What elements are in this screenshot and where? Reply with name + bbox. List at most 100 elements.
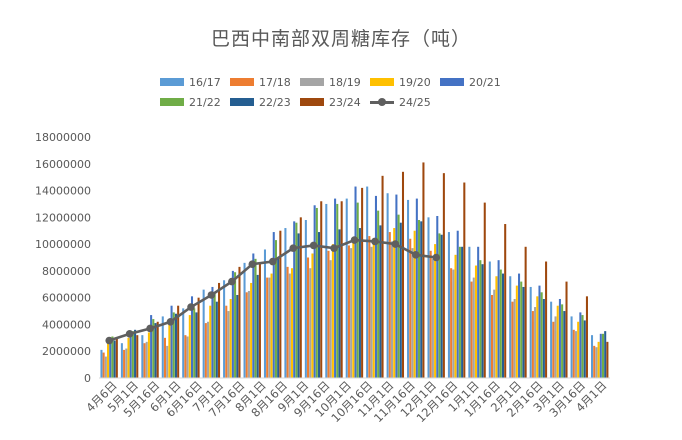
bar-22-23 — [379, 225, 382, 378]
bar-21-22 — [111, 336, 114, 378]
line-point-24-25 — [125, 330, 134, 338]
legend-swatch — [300, 98, 324, 106]
bar-23-24 — [115, 337, 118, 378]
legend-swatch — [440, 78, 464, 86]
bar-18-19 — [574, 331, 577, 378]
y-tick-label: 14000000 — [35, 185, 91, 198]
bar-23-24 — [545, 261, 548, 378]
bar-23-24 — [238, 266, 241, 378]
legend-label: 18/19 — [329, 75, 361, 89]
line-point-24-25 — [248, 260, 257, 268]
bar-19-20 — [290, 268, 294, 378]
legend-label: 21/22 — [189, 95, 221, 109]
bar-19-20 — [250, 282, 253, 378]
bar-21-22 — [520, 281, 523, 378]
line-point-24-25 — [432, 253, 441, 262]
bar-16-17 — [407, 199, 410, 378]
bar-23-24 — [463, 182, 466, 378]
legend-swatch — [230, 78, 254, 86]
line-point-24-25 — [146, 324, 154, 333]
bar-17-18 — [204, 323, 207, 378]
bar-16-17 — [304, 220, 307, 378]
bar-19-20 — [413, 230, 416, 378]
bar-23-24 — [156, 321, 159, 378]
legend-item-16-17: 16/17 — [160, 76, 230, 89]
bar-20-21 — [231, 270, 234, 378]
line-point-24-25 — [350, 236, 359, 244]
y-tick-label: 2000000 — [42, 345, 91, 358]
bar-17-18 — [266, 277, 269, 378]
bar-17-18 — [552, 321, 555, 378]
bar-23-24 — [299, 217, 302, 378]
bar-16-17 — [325, 203, 328, 378]
bar-20-21 — [497, 260, 500, 378]
bar-20-21 — [579, 312, 582, 378]
bar-18-19 — [431, 258, 434, 378]
y-tick-label: 4000000 — [42, 318, 91, 331]
bar-17-18 — [531, 311, 534, 378]
legend-label: 22/23 — [259, 95, 291, 109]
bar-19-20 — [270, 273, 273, 378]
bar-18-19 — [472, 277, 475, 378]
bar-21-22 — [458, 246, 461, 378]
bar-22-23 — [174, 313, 177, 378]
legend-label: 24/25 — [399, 95, 431, 109]
bar-18-19 — [493, 289, 496, 378]
bar-22-23 — [358, 228, 361, 378]
bar-16-17 — [141, 335, 144, 378]
bar-19-20 — [168, 324, 171, 378]
bar-21-22 — [438, 233, 441, 378]
bar-21-22 — [479, 260, 482, 378]
bar-21-22 — [356, 202, 359, 378]
bar-17-18 — [245, 292, 248, 378]
bar-19-20 — [536, 296, 539, 378]
bar-21-22 — [213, 293, 216, 378]
bar-16-17 — [509, 276, 512, 378]
bar-21-22 — [336, 203, 339, 378]
bar-22-23 — [277, 257, 280, 378]
bar-20-21 — [558, 299, 561, 378]
bar-20-21 — [415, 198, 418, 378]
bar-16-17 — [243, 262, 246, 378]
bar-18-19 — [329, 260, 332, 378]
bar-16-17 — [386, 193, 389, 378]
bar-22-23 — [420, 221, 423, 378]
bar-20-21 — [293, 221, 296, 378]
legend-item-22-23: 22/23 — [230, 96, 300, 109]
bar-19-20 — [127, 337, 130, 378]
bar-21-22 — [397, 214, 400, 378]
bar-22-23 — [583, 320, 586, 378]
line-point-24-25 — [412, 251, 420, 259]
bar-19-20 — [474, 265, 477, 378]
bar-17-18 — [368, 236, 371, 378]
bar-19-20 — [331, 244, 334, 378]
bar-19-20 — [577, 321, 580, 378]
bar-17-18 — [347, 245, 350, 378]
bar-21-22 — [234, 272, 237, 378]
bar-18-19 — [513, 299, 516, 378]
bar-18-19 — [104, 356, 107, 378]
bar-16-17 — [182, 308, 185, 378]
bar-23-24 — [422, 162, 425, 378]
bar-21-22 — [377, 210, 380, 378]
line-point-24-25 — [289, 244, 297, 252]
bar-16-17 — [488, 261, 491, 378]
legend-item-24-25: 24/25 — [370, 96, 440, 109]
bar-21-22 — [540, 292, 543, 378]
bar-18-19 — [554, 316, 557, 378]
y-tick-label: 10000000 — [35, 238, 91, 251]
bar-23-24 — [401, 171, 405, 378]
bar-16-17 — [345, 198, 348, 378]
y-tick-label: 18000000 — [35, 131, 91, 144]
legend-label: 23/24 — [329, 95, 361, 109]
legend-item-23-24: 23/24 — [300, 96, 370, 109]
bar-17-18 — [102, 352, 105, 378]
bar-18-19 — [186, 336, 189, 378]
chart-title: 巴西中南部双周糖库存（吨） — [210, 28, 471, 50]
bar-22-23 — [604, 331, 607, 378]
bar-16-17 — [550, 301, 553, 378]
legend-item-20-21: 20/21 — [440, 76, 510, 89]
bar-20-21 — [129, 332, 132, 378]
bar-23-24 — [361, 187, 364, 378]
bar-21-22 — [274, 240, 277, 378]
